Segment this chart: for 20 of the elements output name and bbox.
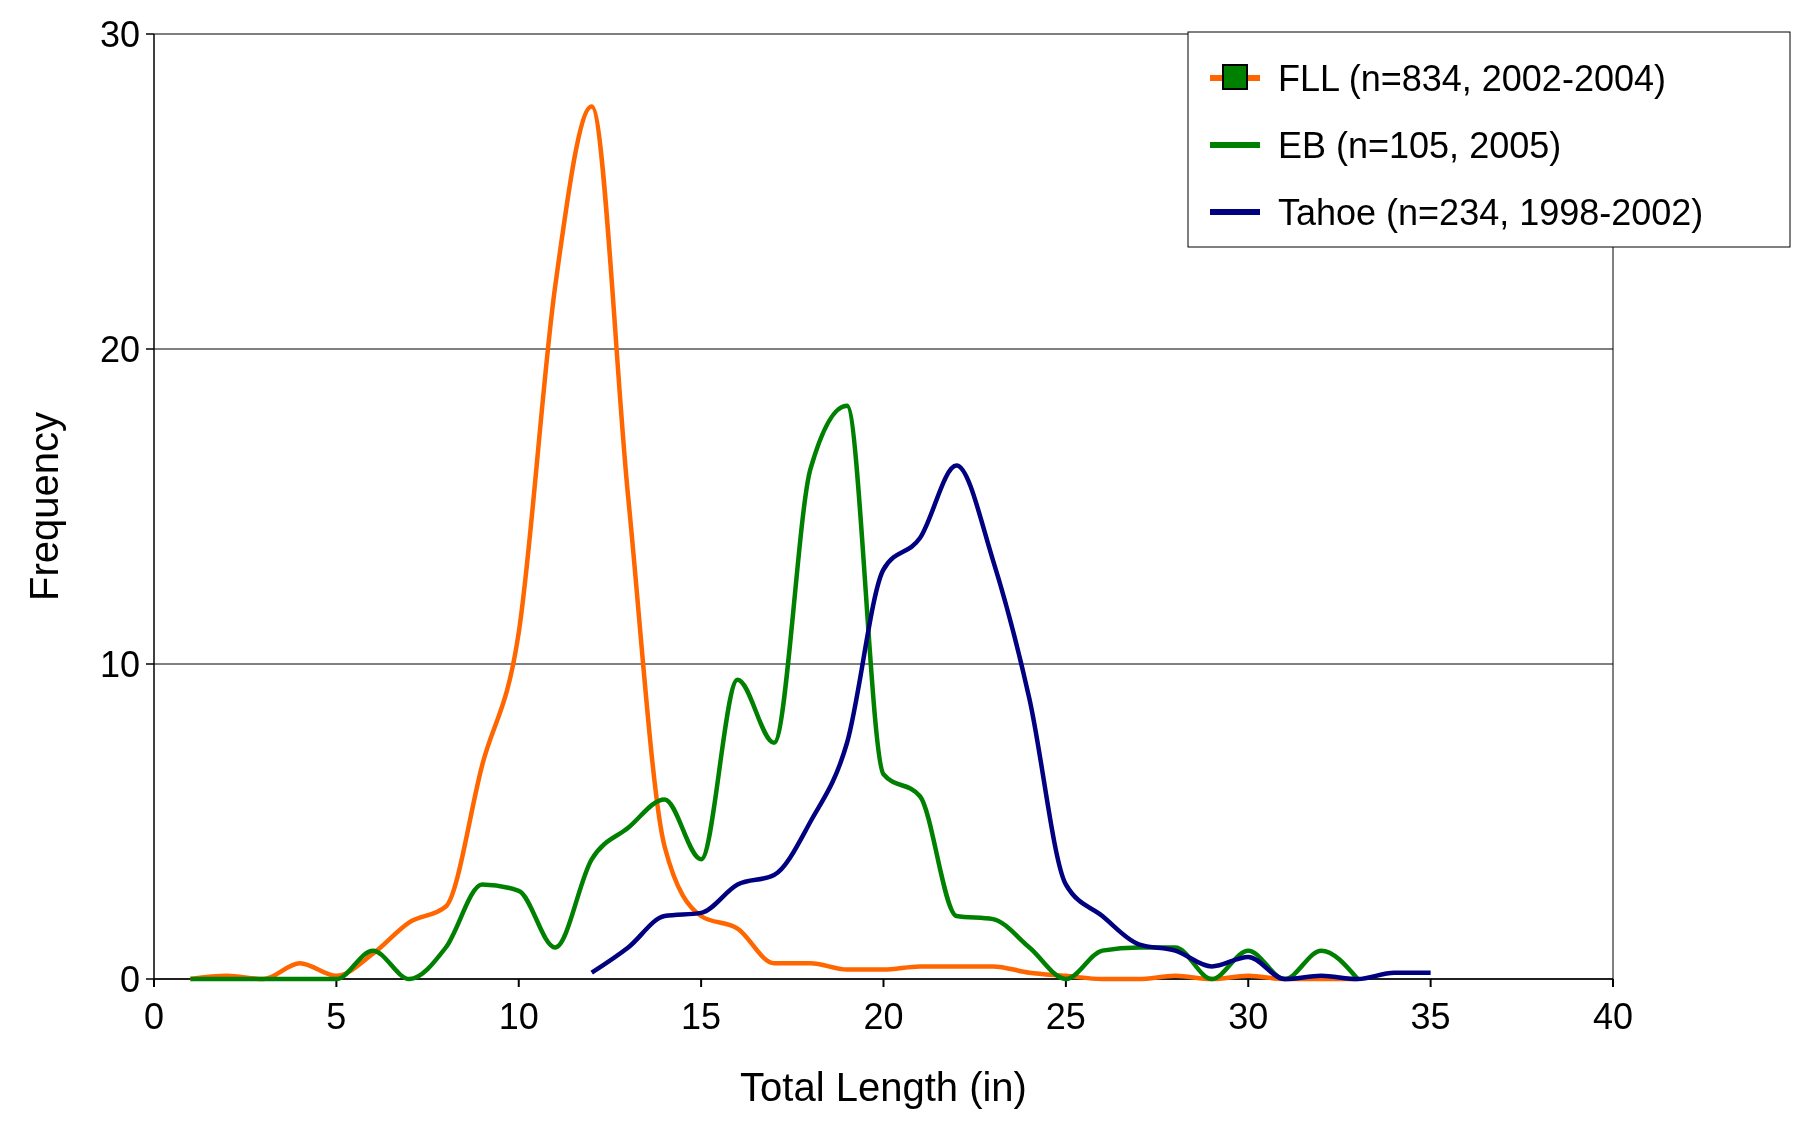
legend-label: FLL (n=834, 2002-2004) (1278, 57, 1666, 99)
legend-label: Tahoe (n=234, 1998-2002) (1278, 191, 1704, 233)
x-tick-label: 35 (1410, 996, 1451, 1037)
x-tick-label: 30 (1228, 996, 1269, 1037)
legend-label: EB (n=105, 2005) (1278, 124, 1562, 166)
x-axis-title: Total Length (in) (740, 1065, 1027, 1109)
x-tick-label: 25 (1045, 996, 1086, 1037)
x-tick-label: 20 (863, 996, 904, 1037)
y-tick-label: 10 (99, 643, 140, 685)
x-tick-label: 0 (143, 996, 165, 1037)
x-tick-label: 40 (1592, 996, 1634, 1037)
line-series (188, 403, 1360, 982)
x-tick-label: 15 (681, 996, 722, 1037)
y-tick-label: 30 (99, 13, 140, 55)
y-axis-title: Frequency (22, 412, 66, 601)
x-tick-label: 10 (498, 996, 539, 1037)
line-series (589, 463, 1433, 982)
y-tick-label: 20 (99, 328, 140, 370)
x-tick-label: 5 (326, 996, 347, 1037)
y-tick-label: 0 (119, 958, 140, 1000)
